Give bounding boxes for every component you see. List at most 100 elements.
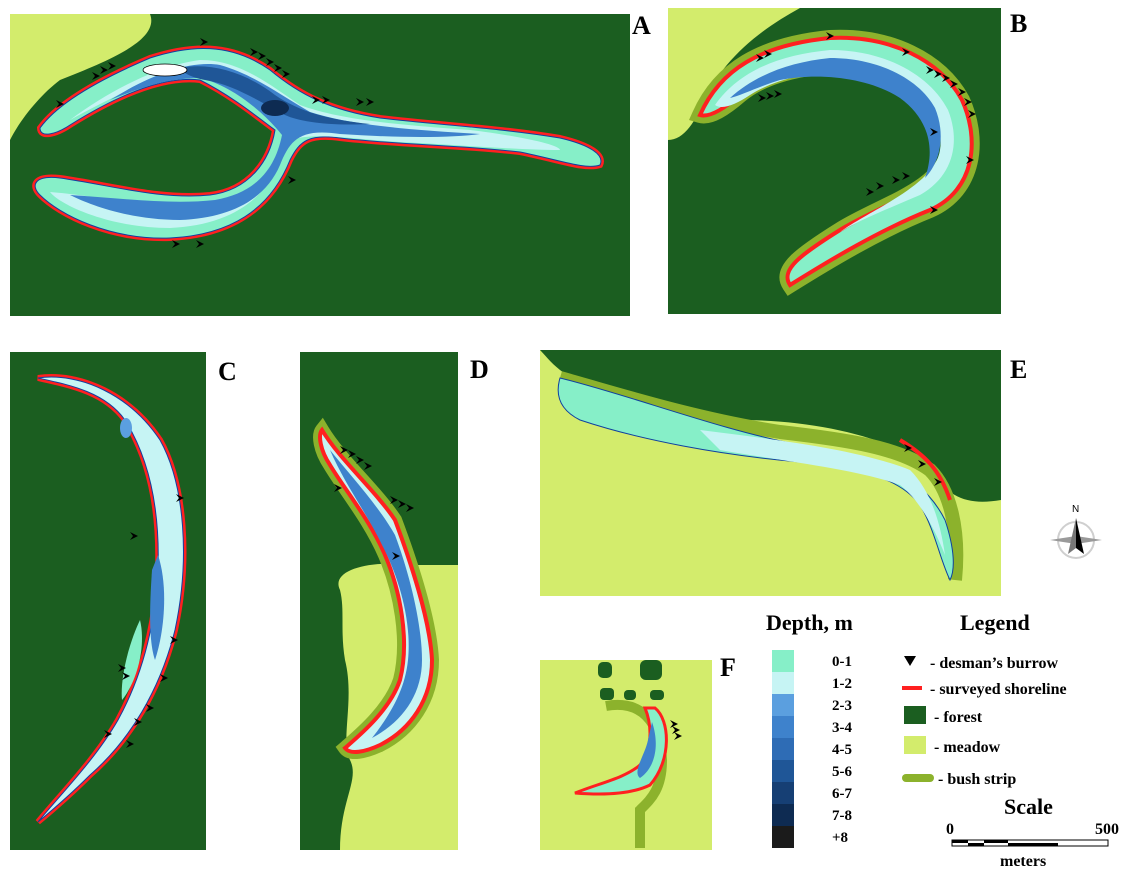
burrow-icon — [92, 72, 100, 80]
depth-label: +8 — [832, 830, 848, 846]
scale-bar-segment — [968, 843, 984, 846]
depth-label: 1-2 — [832, 676, 852, 692]
burrow-icon — [56, 100, 64, 108]
depth-label: 3-4 — [832, 720, 852, 736]
lake-c-mid — [120, 418, 132, 438]
burrow-icon — [118, 664, 126, 672]
scale-bar-segment — [952, 840, 968, 843]
compass-needle-icon — [1068, 518, 1076, 554]
burrow-icon — [942, 74, 950, 82]
panel-label-a: A — [632, 11, 651, 40]
burrow-icon — [398, 500, 406, 508]
depth-label: 7-8 — [832, 808, 852, 824]
depth-swatch — [772, 826, 794, 848]
meadow-area — [540, 660, 712, 850]
burrows-f — [670, 720, 682, 740]
lake-c-mid — [150, 555, 165, 660]
lake-e-shallow — [700, 430, 945, 555]
burrow-icon — [348, 450, 356, 458]
depth-legend-title: Depth, m — [766, 610, 853, 635]
compass-north-label: N — [1072, 504, 1079, 515]
burrow-icon — [250, 48, 258, 56]
burrows-d — [334, 446, 414, 560]
burrow-icon — [108, 62, 116, 70]
forest-area — [598, 662, 612, 678]
burrow-icon — [934, 70, 942, 78]
burrow-icon — [934, 478, 942, 486]
legend-item-shoreline: - surveyed shoreline — [930, 681, 1067, 698]
burrow-icon — [196, 240, 204, 248]
burrow-icon — [176, 494, 184, 502]
burrow-icon — [902, 48, 910, 56]
forest-area — [650, 690, 664, 700]
legend: Legend - desman’s burrow - surveyed shor… — [902, 610, 1067, 788]
scale-unit: meters — [1000, 853, 1046, 870]
surveyed-shoreline — [898, 438, 952, 501]
panel-b: B — [668, 8, 1027, 314]
depth-swatch — [772, 760, 794, 782]
scale-min-label: 0 — [946, 821, 954, 838]
panel-d: D — [300, 352, 489, 850]
depth-label: 4-5 — [832, 742, 852, 758]
burrow-icon — [904, 444, 912, 452]
forest-swatch — [904, 706, 926, 724]
burrow-icon — [390, 496, 398, 504]
burrow-icon — [134, 718, 142, 726]
burrow-icon — [200, 38, 208, 46]
lake-f-mid — [637, 722, 656, 778]
lake-b-mid — [730, 58, 941, 178]
compass: N — [1050, 504, 1102, 559]
lake-d — [318, 426, 435, 754]
lake-a-shallow — [50, 60, 560, 228]
lake-c — [37, 376, 184, 823]
burrow-icon — [866, 188, 874, 196]
burrow-icon — [876, 182, 884, 190]
burrow-icon — [288, 176, 296, 184]
burrows-b — [756, 32, 976, 214]
meadow-area — [10, 14, 152, 140]
panel-label-e: E — [1010, 355, 1027, 384]
forest-area — [624, 690, 636, 700]
forest-area — [540, 350, 1001, 502]
depth-label: 2-3 — [832, 698, 852, 714]
scale-bar: Scale 0 500 meters — [946, 794, 1119, 870]
burrow-icon — [774, 90, 782, 98]
lake-a-deepest — [261, 100, 289, 116]
burrow-icon — [274, 64, 282, 72]
burrow-icon — [126, 740, 134, 748]
burrow-icon — [918, 460, 926, 468]
burrow-icon — [258, 52, 266, 60]
forest-area — [600, 688, 614, 700]
burrow-icon — [392, 552, 400, 560]
panel-label-f: F — [720, 653, 736, 682]
depth-label: 6-7 — [832, 786, 852, 802]
burrows-a — [56, 38, 374, 248]
scale-max-label: 500 — [1095, 821, 1119, 838]
legend-item-meadow: - meadow — [934, 739, 1001, 756]
burrows-c — [104, 494, 184, 748]
depth-label: 0-1 — [832, 654, 852, 670]
island — [142, 63, 188, 77]
burrow-icon — [764, 50, 772, 58]
burrow-icon — [966, 156, 974, 164]
burrow-icon — [104, 730, 112, 738]
burrow-icon — [406, 504, 414, 512]
legend-item-bush: - bush strip — [938, 771, 1016, 788]
scale-bar-segment — [984, 840, 1008, 843]
depth-swatch — [772, 716, 794, 738]
burrow-icon — [356, 98, 364, 106]
burrow-icon — [968, 110, 976, 118]
burrow-icon — [904, 656, 916, 666]
burrow-icon — [892, 176, 900, 184]
burrow-icon — [172, 240, 180, 248]
burrows-e — [904, 444, 942, 486]
burrow-icon — [146, 704, 154, 712]
compass-needle-icon — [1076, 518, 1084, 554]
depth-swatch — [772, 804, 794, 826]
burrow-icon — [902, 172, 910, 180]
burrow-icon — [364, 462, 372, 470]
depth-swatches: 0-1 1-2 2-3 3-4 4-5 5-6 6-7 7-8 +8 — [772, 650, 852, 848]
lake-a-deep — [180, 66, 370, 125]
burrow-icon — [130, 532, 138, 540]
